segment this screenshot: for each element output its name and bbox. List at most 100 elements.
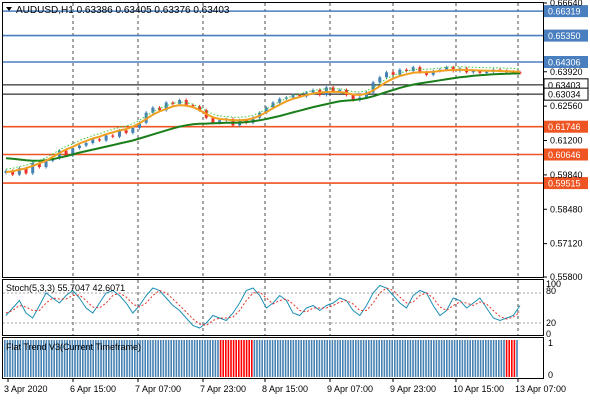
trend-bar xyxy=(113,340,115,377)
trend-bar xyxy=(466,340,469,377)
candle-body xyxy=(71,148,75,156)
trend-bar xyxy=(87,340,89,377)
trend-bar xyxy=(95,340,97,377)
trend-bar xyxy=(214,340,217,377)
trend-bar xyxy=(479,340,482,377)
candle-body xyxy=(411,67,415,71)
trend-bar xyxy=(110,340,113,377)
trend-bar xyxy=(370,340,373,377)
time-tick-label: 7 Apr 23:00 xyxy=(200,384,246,394)
candle-body xyxy=(271,102,275,108)
trend-bar xyxy=(251,340,253,377)
level-price-label: 0.65350 xyxy=(548,31,581,41)
candle-body xyxy=(91,139,95,144)
trend-bar xyxy=(157,340,159,377)
candle-body xyxy=(97,139,101,141)
trend-bar xyxy=(388,340,391,377)
trend-bar xyxy=(313,340,315,377)
trend-bar xyxy=(464,340,466,377)
candle-body xyxy=(218,120,222,123)
candle-body xyxy=(11,170,15,175)
trend-bar xyxy=(227,340,230,377)
trend-bar xyxy=(292,340,295,377)
trend-bar xyxy=(495,340,497,377)
trend-bar xyxy=(162,340,165,377)
trend-bar xyxy=(295,340,297,377)
level-price-tag xyxy=(544,120,588,133)
trend-bar xyxy=(500,340,503,377)
candle-body xyxy=(77,145,81,149)
trend-bar xyxy=(482,340,484,377)
candle-body xyxy=(57,150,61,159)
trend-bar xyxy=(287,340,289,377)
trend-bar xyxy=(438,340,440,377)
candle-body xyxy=(371,82,375,93)
candle-body xyxy=(351,95,355,101)
trend-bar xyxy=(256,340,258,377)
trend-bar xyxy=(4,340,6,377)
candle-body xyxy=(138,122,142,128)
level-price-tag xyxy=(543,87,589,101)
triangle-down-icon[interactable] xyxy=(6,7,12,11)
trend-bar xyxy=(383,340,386,377)
trend-bar xyxy=(209,340,211,377)
trend-bar xyxy=(443,340,445,377)
trend-bar xyxy=(329,340,331,377)
level-price-tag xyxy=(544,29,588,42)
candle-body xyxy=(445,67,449,70)
trend-bar xyxy=(456,340,458,377)
trend-bar xyxy=(152,340,154,377)
trend-bar xyxy=(282,340,284,377)
trend-bar xyxy=(167,340,170,377)
trend-bar xyxy=(310,340,313,377)
trend-bar xyxy=(290,340,292,377)
candle-body xyxy=(171,102,175,104)
trend-bar xyxy=(128,340,131,377)
level-price-label: 0.63403 xyxy=(548,80,581,90)
trend-bar xyxy=(425,340,427,377)
trend-bar xyxy=(102,340,105,377)
trend-bar xyxy=(513,340,516,377)
trend-bar xyxy=(378,340,380,377)
trend-bar xyxy=(279,340,282,377)
trend-bar xyxy=(92,340,94,377)
symbol-info: AUDUSD,H1 0.63386 0.63405 0.63376 0.6340… xyxy=(16,5,230,16)
moving-averages xyxy=(5,66,521,174)
trend-bar xyxy=(414,340,417,377)
trend-bar xyxy=(32,340,35,377)
candle-body xyxy=(398,69,402,75)
envelope-line xyxy=(5,66,521,170)
trend-bar xyxy=(373,340,375,377)
trend-bar xyxy=(266,340,269,377)
trend-bar xyxy=(516,340,518,377)
trend-bar xyxy=(508,340,510,377)
trend-bar xyxy=(394,340,396,377)
trend-bar xyxy=(490,340,492,377)
trend-bar xyxy=(40,340,42,377)
trend-bar xyxy=(222,340,224,377)
candle-body xyxy=(178,100,182,104)
trend-bar xyxy=(9,340,11,377)
trend-bar xyxy=(474,340,477,377)
trend-bar xyxy=(271,340,274,377)
candle-body xyxy=(378,77,382,83)
trend-bar xyxy=(316,340,318,377)
trend-bar xyxy=(505,340,508,377)
trend-bar xyxy=(435,340,438,377)
level-price-tag xyxy=(544,5,588,18)
candle-body xyxy=(164,102,168,111)
stoch-level-80: 80 xyxy=(546,286,556,296)
stoch-level-100: 100 xyxy=(546,279,561,289)
trend-bar xyxy=(355,340,357,377)
trend-bar xyxy=(349,340,352,377)
trend-bar xyxy=(48,340,50,377)
trend-bar xyxy=(178,340,180,377)
price-tick-label: 0.58480 xyxy=(550,204,583,214)
candle-body xyxy=(278,98,282,103)
candle-body xyxy=(338,89,342,92)
candle-body xyxy=(84,143,88,146)
trend-bar xyxy=(365,340,367,377)
candle-body xyxy=(131,127,135,133)
trend-bar xyxy=(451,340,453,377)
candle-body xyxy=(391,72,395,75)
